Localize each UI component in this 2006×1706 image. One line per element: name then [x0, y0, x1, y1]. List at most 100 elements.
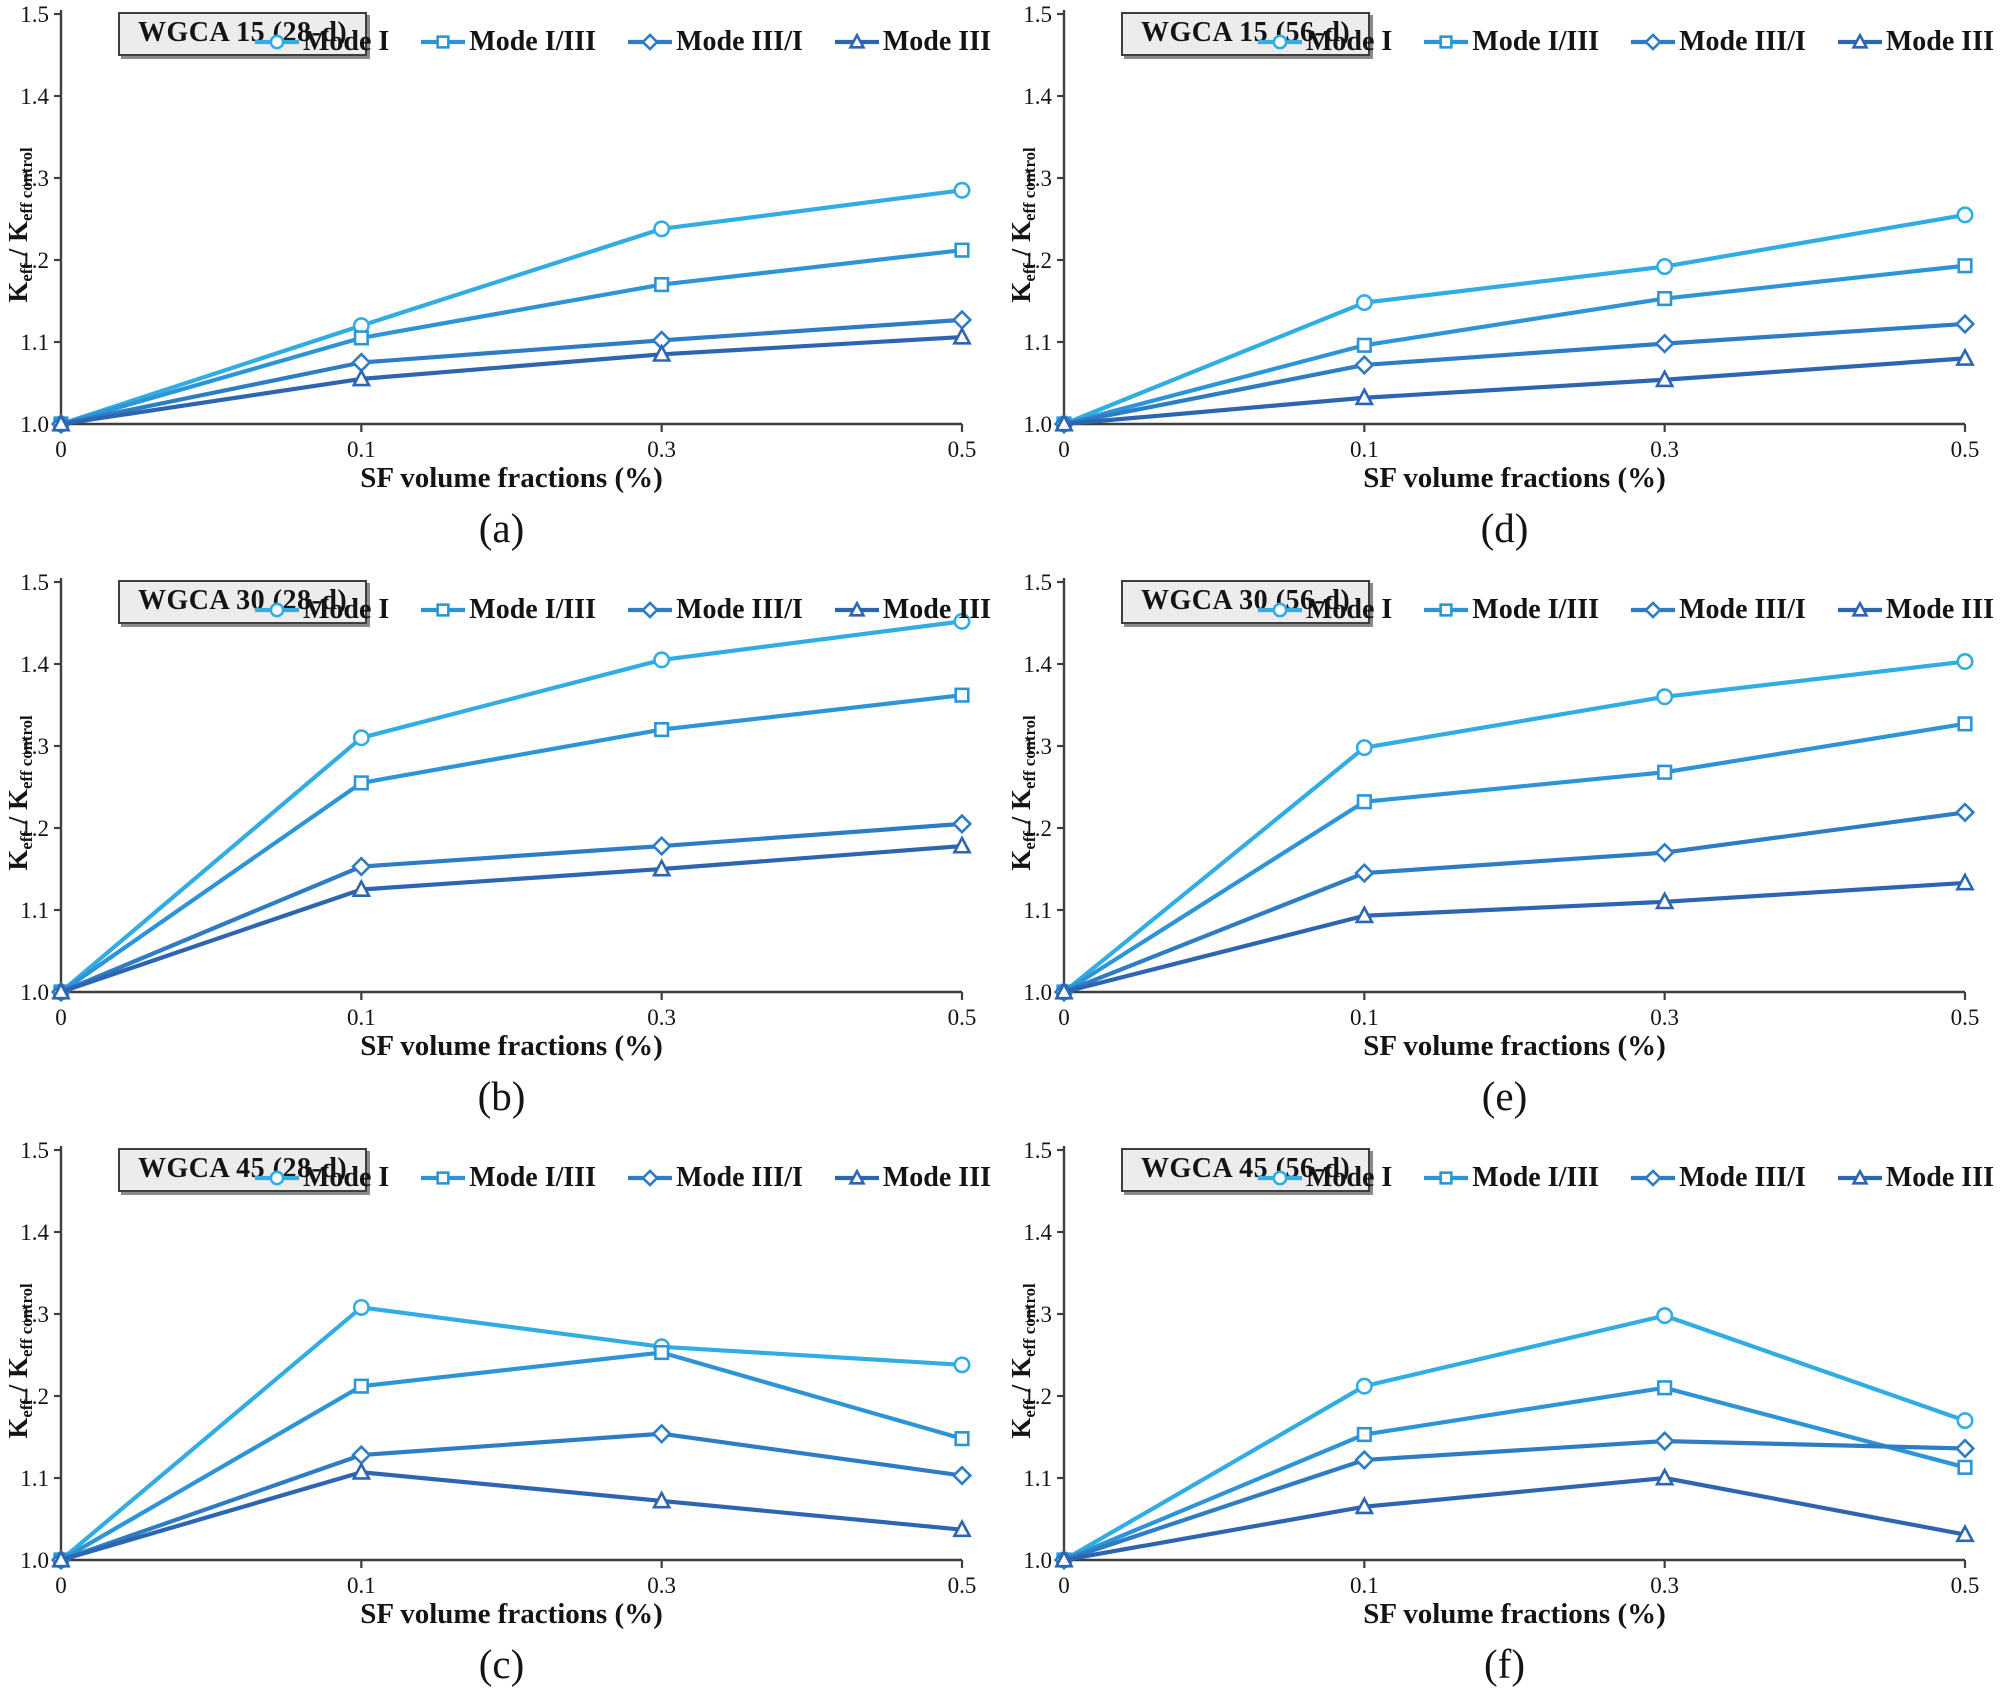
circle-marker-icon	[1272, 1170, 1288, 1186]
y-tick-label: 1.2	[1023, 248, 1052, 273]
triangle-marker-icon	[848, 32, 866, 49]
series-mode-iii-i	[50, 309, 973, 435]
series-line	[1061, 212, 1968, 427]
triangle-marker-icon	[51, 981, 71, 1000]
diamond-marker-icon	[1954, 313, 1976, 335]
y-axis-ticks: 1.0 1.1 1.2 1.3 1.4 1.5	[1023, 1138, 1064, 1573]
y-label-sub2: eff control	[1020, 147, 1040, 221]
y-axis-label: Keff / Keff control	[3, 1283, 37, 1438]
legend-circle-icon	[1257, 602, 1302, 618]
y-label-separator: /	[1005, 241, 1036, 264]
series-line	[58, 1431, 965, 1563]
triangle-marker-icon	[351, 1461, 372, 1480]
legend-label: Mode I/III	[1472, 26, 1600, 57]
legend-label: Mode III	[882, 594, 991, 625]
legend-square-icon	[1424, 35, 1469, 49]
chart-title: WGCA 15 (28-d)	[138, 17, 348, 48]
legend-label: Mode I/III	[1472, 1162, 1600, 1193]
chart-title: WGCA 15 (56-d)	[1141, 17, 1351, 48]
chart-legend: Mode I Mode I/III Mode III/I Mode III	[1256, 594, 1994, 626]
square-marker-icon	[954, 1431, 970, 1447]
x-tick-label: 0.3	[1650, 1005, 1679, 1030]
y-axis-ticks: 1.0 1.1 1.2 1.3 1.4 1.5	[20, 570, 61, 1005]
x-axis-title: SF volume fractions (%)	[1363, 462, 1666, 494]
chart-legend: Mode I Mode I/III Mode III/I Mode III	[253, 26, 991, 58]
series-line	[58, 1470, 965, 1563]
y-tick-label: 1.0	[1023, 412, 1052, 437]
chart-panel: 1.0 1.1 1.2 1.3 1.4 1.5 0 0.1 0.3 0.5 Keff / Keff…	[1003, 0, 2006, 568]
square-marker-icon	[436, 35, 450, 49]
series-line	[1061, 880, 1968, 995]
series-line	[58, 821, 965, 995]
y-label-separator: /	[1005, 809, 1036, 832]
y-label-sub1: eff	[17, 263, 37, 282]
chart-legend: Mode I Mode I/III Mode III/I Mode III	[1256, 26, 1994, 58]
series-mode-i-iii	[53, 242, 970, 432]
chart-panel: 1.0 1.1 1.2 1.3 1.4 1.5 0 0.1 0.3 0.5 Keff / Keff…	[0, 568, 1003, 1136]
diamond-marker-icon	[951, 1465, 973, 1486]
x-tick-label: 0	[1058, 437, 1070, 462]
x-tick-label: 0	[55, 437, 67, 462]
circle-marker-icon	[1272, 602, 1288, 618]
legend-circle-icon	[1257, 1170, 1302, 1186]
x-tick-label: 0	[55, 1005, 67, 1030]
y-tick-label: 1.4	[20, 1220, 49, 1245]
legend-label: Mode III/I	[1679, 594, 1806, 625]
x-axis-title: SF volume fractions (%)	[360, 462, 663, 494]
diamond-marker-icon	[1644, 33, 1662, 51]
y-tick-label: 1.5	[1023, 1138, 1052, 1163]
y-label-base1: K	[1005, 849, 1036, 871]
y-tick-label: 1.4	[1023, 1220, 1052, 1245]
circle-marker-icon	[1956, 653, 1974, 671]
diamond-marker-icon	[1354, 1449, 1375, 1471]
triangle-marker-icon	[952, 326, 972, 345]
circle-marker-icon	[1272, 34, 1288, 50]
triangle-marker-icon	[1851, 600, 1869, 617]
y-tick-label: 1.4	[20, 652, 49, 677]
diamond-marker-icon	[951, 309, 973, 330]
x-tick-label: 0.1	[1350, 437, 1379, 462]
chart-title-box: WGCA 30 (56-d)	[1121, 580, 1371, 624]
series-line	[58, 317, 965, 427]
square-marker-icon	[353, 330, 369, 346]
x-tick-label: 0.1	[347, 1573, 376, 1598]
series-line	[58, 188, 965, 427]
y-label-sub1: eff	[1020, 831, 1040, 850]
legend-item: Mode I	[1256, 1162, 1392, 1194]
x-tick-label: 0.1	[347, 437, 376, 462]
diamond-marker-icon	[1654, 333, 1675, 354]
y-tick-label: 1.4	[20, 84, 49, 109]
triangle-marker-icon	[1054, 1549, 1074, 1568]
legend-label: Mode I	[1305, 594, 1393, 625]
y-label-sub1: eff	[1020, 1399, 1040, 1418]
triangle-marker-icon	[952, 835, 972, 854]
legend-item: Mode I	[1256, 594, 1392, 626]
triangle-marker-icon	[1955, 1523, 1975, 1543]
triangle-marker-icon	[51, 413, 71, 432]
circle-marker-icon	[953, 612, 971, 630]
y-label-base1: K	[2, 849, 33, 871]
x-tick-label: 0.1	[1350, 1573, 1379, 1598]
triangle-marker-icon	[848, 1168, 866, 1185]
series-line	[58, 334, 965, 427]
legend-diamond-icon	[628, 33, 673, 51]
square-marker-icon	[1957, 716, 1973, 732]
y-label-base1: K	[1005, 1417, 1036, 1439]
y-tick-label: 1.3	[20, 166, 49, 191]
diamond-marker-icon	[1654, 842, 1675, 863]
square-marker-icon	[353, 775, 369, 791]
y-label-base2: K	[2, 220, 33, 242]
diamond-marker-icon	[1954, 1438, 1976, 1459]
panel-letter: (f)	[1484, 1641, 1525, 1687]
y-label-base2: K	[1005, 788, 1036, 810]
chart-panel: 1.0 1.1 1.2 1.3 1.4 1.5 0 0.1 0.3 0.5 Keff / Keff…	[1003, 1136, 2006, 1704]
legend-item: Mode III	[833, 1162, 991, 1194]
circle-marker-icon	[1355, 294, 1373, 312]
series-line	[1061, 1385, 1968, 1563]
diamond-marker-icon	[641, 1169, 659, 1187]
series-line	[1061, 721, 1968, 995]
y-tick-label: 1.0	[20, 1548, 49, 1573]
legend-label: Mode III/I	[1679, 26, 1806, 57]
y-tick-label: 1.2	[20, 1384, 49, 1409]
square-marker-icon	[1657, 290, 1673, 307]
